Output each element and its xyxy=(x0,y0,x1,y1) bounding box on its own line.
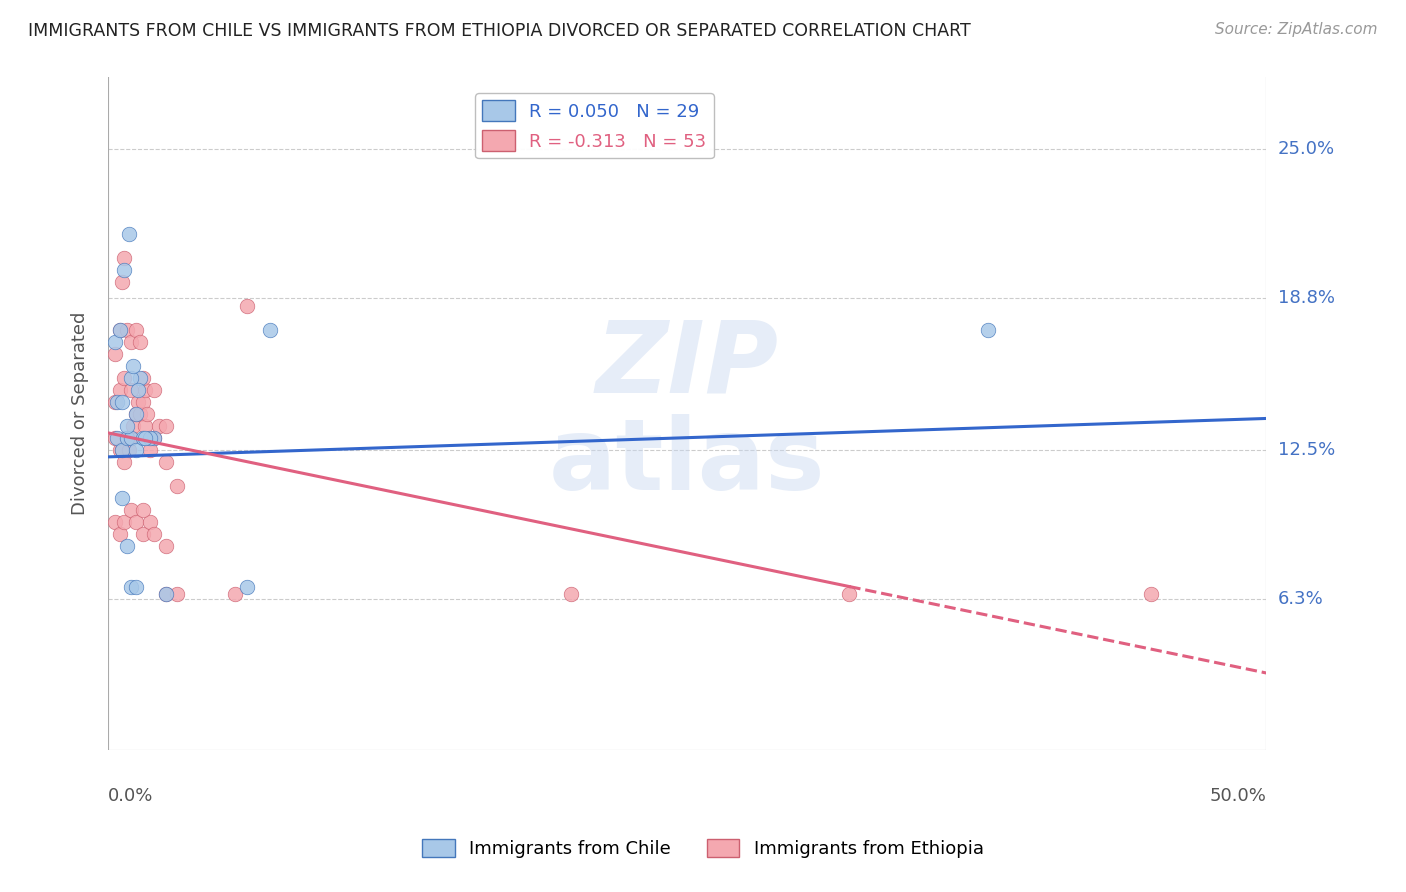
Text: 6.3%: 6.3% xyxy=(1278,590,1323,607)
Legend: Immigrants from Chile, Immigrants from Ethiopia: Immigrants from Chile, Immigrants from E… xyxy=(415,831,991,865)
Text: 50.0%: 50.0% xyxy=(1209,787,1267,805)
Point xyxy=(166,479,188,493)
Point xyxy=(104,334,127,349)
Point xyxy=(155,587,177,601)
Point xyxy=(115,418,138,433)
Point xyxy=(129,334,152,349)
Point xyxy=(122,418,145,433)
Point xyxy=(134,431,156,445)
Point xyxy=(136,407,159,421)
Point xyxy=(155,539,177,553)
Text: atlas: atlas xyxy=(548,414,825,510)
Point xyxy=(120,431,142,445)
Point xyxy=(111,442,134,457)
Point xyxy=(143,383,166,397)
Text: IMMIGRANTS FROM CHILE VS IMMIGRANTS FROM ETHIOPIA DIVORCED OR SEPARATED CORRELAT: IMMIGRANTS FROM CHILE VS IMMIGRANTS FROM… xyxy=(28,22,972,40)
Point xyxy=(104,515,127,529)
Point xyxy=(132,370,155,384)
Point xyxy=(111,491,134,505)
Point xyxy=(115,431,138,445)
Text: 18.8%: 18.8% xyxy=(1278,289,1334,308)
Point xyxy=(108,526,131,541)
Point xyxy=(148,418,170,433)
Point xyxy=(111,394,134,409)
Point xyxy=(104,431,127,445)
Point xyxy=(108,323,131,337)
Point xyxy=(112,370,135,384)
Point xyxy=(155,587,177,601)
Point xyxy=(143,431,166,445)
Text: 25.0%: 25.0% xyxy=(1278,140,1334,159)
Point xyxy=(143,431,166,445)
Point xyxy=(132,502,155,516)
Point xyxy=(104,394,127,409)
Point xyxy=(112,251,135,265)
Text: 0.0%: 0.0% xyxy=(108,787,153,805)
Point xyxy=(155,455,177,469)
Point xyxy=(166,587,188,601)
Point xyxy=(122,359,145,373)
Point xyxy=(132,431,155,445)
Point xyxy=(977,323,1000,337)
Point xyxy=(118,227,141,241)
Point xyxy=(138,431,160,445)
Point xyxy=(105,394,128,409)
Point xyxy=(125,580,148,594)
Point xyxy=(125,407,148,421)
Text: 12.5%: 12.5% xyxy=(1278,441,1334,458)
Point xyxy=(125,323,148,337)
Point xyxy=(125,515,148,529)
Point xyxy=(120,580,142,594)
Point xyxy=(125,442,148,457)
Legend: R = 0.050   N = 29, R = -0.313   N = 53: R = 0.050 N = 29, R = -0.313 N = 53 xyxy=(475,93,714,159)
Point xyxy=(138,515,160,529)
Point xyxy=(108,383,131,397)
Point xyxy=(115,431,138,445)
Point xyxy=(108,442,131,457)
Point xyxy=(104,346,127,360)
Point xyxy=(129,370,152,384)
Point xyxy=(132,526,155,541)
Point xyxy=(120,334,142,349)
Point xyxy=(259,323,281,337)
Point xyxy=(127,394,149,409)
Point xyxy=(112,515,135,529)
Point xyxy=(120,370,142,384)
Point xyxy=(236,580,259,594)
Point xyxy=(120,383,142,397)
Point xyxy=(105,431,128,445)
Point xyxy=(134,383,156,397)
Point xyxy=(155,418,177,433)
Point xyxy=(112,262,135,277)
Point xyxy=(1139,587,1161,601)
Text: Source: ZipAtlas.com: Source: ZipAtlas.com xyxy=(1215,22,1378,37)
Point xyxy=(236,299,259,313)
Point xyxy=(120,502,142,516)
Point xyxy=(143,526,166,541)
Point xyxy=(115,539,138,553)
Point xyxy=(112,455,135,469)
Point xyxy=(115,323,138,337)
Point xyxy=(560,587,582,601)
Point xyxy=(138,431,160,445)
Point xyxy=(118,442,141,457)
Text: ZIP: ZIP xyxy=(596,317,779,414)
Point xyxy=(111,275,134,289)
Point xyxy=(224,587,246,601)
Point xyxy=(138,442,160,457)
Point xyxy=(129,407,152,421)
Point xyxy=(111,442,134,457)
Point xyxy=(125,407,148,421)
Point xyxy=(127,383,149,397)
Point xyxy=(134,418,156,433)
Point xyxy=(838,587,860,601)
Point xyxy=(132,394,155,409)
Point xyxy=(120,431,142,445)
Y-axis label: Divorced or Separated: Divorced or Separated xyxy=(72,312,89,516)
Point xyxy=(108,323,131,337)
